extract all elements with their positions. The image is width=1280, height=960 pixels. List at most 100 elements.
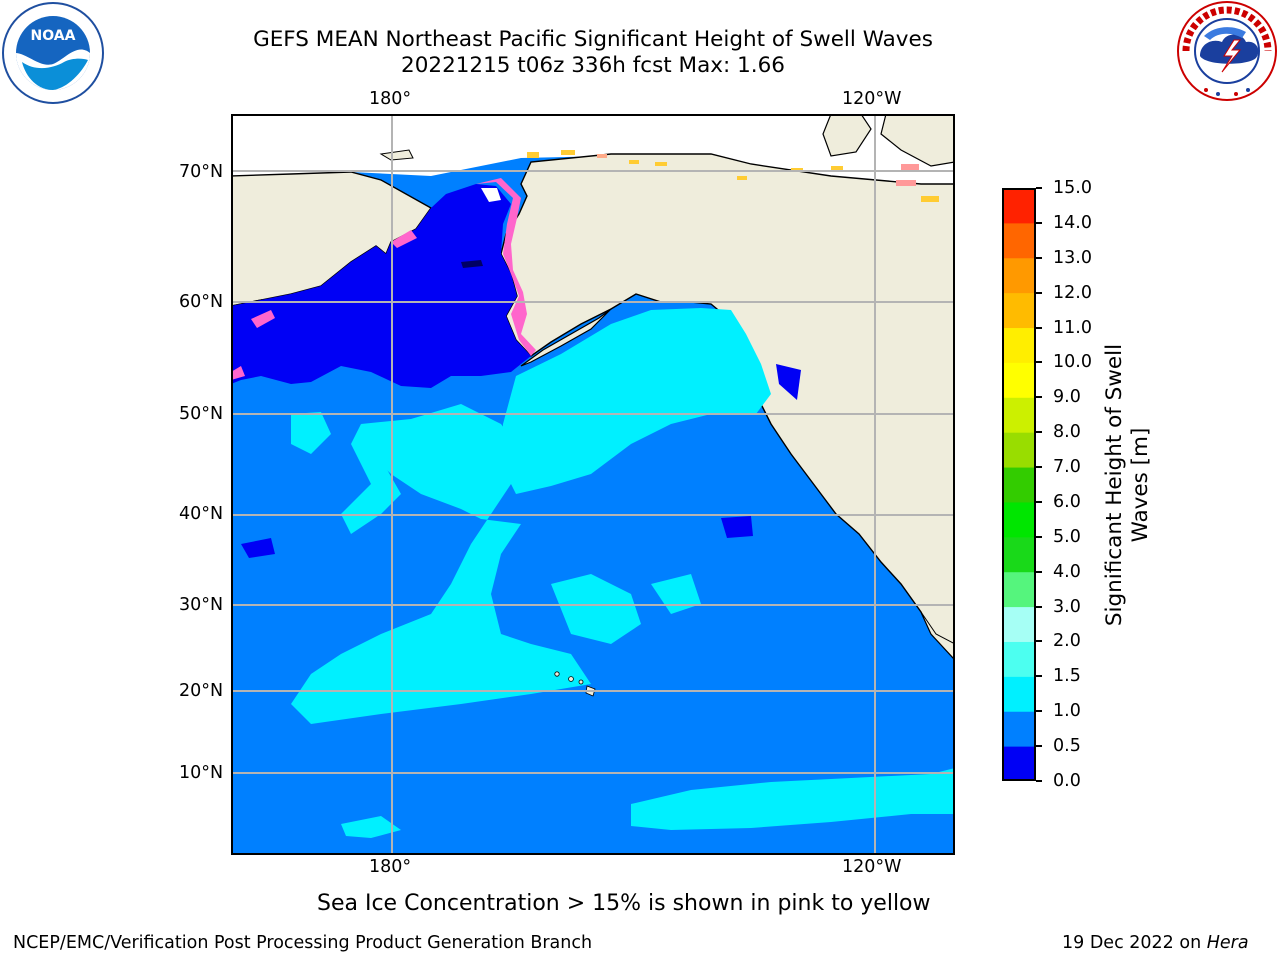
colorbar-segment: [1002, 467, 1036, 503]
colorbar-tick-mark: [1036, 780, 1042, 782]
y-tick-20n: 20°N: [179, 681, 224, 701]
sea-ice-chukotka: [391, 230, 417, 248]
swell-patch-1: [341, 424, 401, 534]
noaa-logo: NOAA: [2, 2, 104, 104]
colorbar-tick-mark: [1036, 745, 1042, 748]
colorbar-tick-label: 12.0: [1053, 282, 1092, 303]
colorbar-tick-label: 3.0: [1053, 596, 1081, 617]
colorbar-segment: [1002, 327, 1036, 363]
low-swell-patch-3: [241, 538, 275, 558]
colorbar-segment: [1002, 536, 1036, 573]
y-tick-10n: 10°N: [179, 763, 224, 783]
colorbar-tick-mark: [1036, 326, 1042, 329]
swell-height-map: [231, 114, 955, 855]
colorbar-tick-mark: [1036, 187, 1042, 189]
colorbar-segment: [1002, 362, 1036, 398]
colorbar-label-line1: Significant Height of Swell: [1102, 343, 1127, 627]
footer-date: 19 Dec 2022 on Hera: [1062, 933, 1249, 953]
footer-branch: NCEP/EMC/Verification Post Processing Pr…: [13, 933, 593, 953]
colorbar-tick-label: 7.0: [1053, 457, 1081, 478]
nws-logo: [1176, 0, 1279, 102]
land-arctic-island-1: [822, 115, 872, 157]
colorbar-tick-mark: [1036, 500, 1042, 503]
colorbar-tick-label: 9.0: [1053, 387, 1081, 408]
colorbar-label-line2: Waves [m]: [1128, 427, 1153, 543]
colorbar-segment: [1002, 641, 1036, 677]
colorbar-tick-label: 15.0: [1053, 178, 1092, 198]
colorbar-segment: [1002, 746, 1036, 782]
land-st-lawrence-island: [461, 260, 483, 268]
colorbar-tick-label: 0.0: [1053, 771, 1081, 791]
x-tick-top-180: 180°: [369, 89, 412, 109]
sea-ice-edge-bering: [476, 178, 536, 356]
map-panel: [231, 114, 955, 855]
colorbar-scale: [1002, 188, 1036, 782]
colorbar: [1002, 188, 1036, 782]
tropical-swell-band: [631, 768, 954, 830]
colorbar-segment: [1002, 676, 1036, 712]
map-graticule: [231, 114, 955, 855]
noaa-logo-text: NOAA: [31, 28, 76, 44]
colorbar-segment: [1002, 397, 1036, 433]
colorbar-tick-mark: [1036, 221, 1042, 224]
noaa-logo-icon: NOAA: [2, 2, 104, 104]
sea-ice-kamchatka: [251, 310, 275, 328]
colorbar-tick-mark: [1036, 466, 1042, 469]
colorbar-tick-label: 10.0: [1053, 352, 1092, 373]
footer-machine: Hera: [1206, 933, 1249, 953]
colorbar-tick-label: 11.0: [1053, 317, 1092, 338]
swell-patch-2: [291, 412, 331, 454]
colorbar-tick-label: 14.0: [1053, 212, 1092, 233]
colorbar-tick-label: 0.5: [1053, 736, 1081, 757]
colorbar-segment: [1002, 501, 1036, 538]
y-tick-30n: 30°N: [179, 595, 224, 615]
y-tick-70n: 70°N: [179, 162, 224, 182]
chart-title: GEFS MEAN Northeast Pacific Significant …: [253, 27, 933, 52]
colorbar-tick-mark: [1036, 570, 1042, 573]
colorbar-tick-label: 4.0: [1053, 561, 1081, 582]
gulf-of-alaska-swell: [501, 308, 771, 494]
sea-ice-west: [232, 366, 245, 380]
colorbar-segment: [1002, 432, 1036, 468]
colorbar-segment: [1002, 188, 1036, 224]
colorbar-tick-label: 1.0: [1053, 701, 1081, 722]
low-swell-patch-2: [776, 364, 801, 400]
land-arctic-island-2: [880, 115, 954, 167]
colorbar-tick-mark: [1036, 710, 1042, 713]
colorbar-tick-label: 1.5: [1053, 666, 1081, 687]
central-pacific-swell: [291, 404, 591, 724]
swell-patch-5: [341, 816, 401, 838]
colorbar-segment: [1002, 222, 1036, 259]
y-tick-60n: 60°N: [179, 292, 224, 312]
low-swell-patch-1: [721, 516, 753, 538]
colorbar-segment: [1002, 257, 1036, 294]
colorbar-tick-mark: [1036, 605, 1042, 608]
colorbar-segment: [1002, 292, 1036, 329]
land-wrangel-island: [379, 149, 414, 161]
land-baja: [920, 611, 954, 660]
x-tick-top-120w: 120°W: [842, 89, 902, 109]
colorbar-frame: [1002, 188, 1036, 781]
colorbar-tick-mark: [1036, 291, 1042, 294]
x-tick-bottom-120w: 120°W: [842, 857, 902, 877]
colorbar-tick-mark: [1036, 431, 1042, 434]
y-tick-40n: 40°N: [179, 504, 224, 524]
colorbar-tick-mark: [1036, 361, 1042, 364]
map-frame: [231, 114, 955, 855]
colorbar-segment: [1002, 711, 1036, 747]
colorbar-segment: [1002, 606, 1036, 642]
colorbar-tick-mark: [1036, 256, 1042, 259]
y-tick-50n: 50°N: [179, 404, 224, 424]
swell-patch-3: [551, 574, 641, 644]
colorbar-tick-label: 13.0: [1053, 247, 1092, 268]
colorbar-tick-mark: [1036, 535, 1042, 538]
colorbar-tick-label: 8.0: [1053, 422, 1081, 443]
colorbar-tick-mark: [1036, 675, 1042, 678]
land-alaska-peninsula: [520, 308, 612, 367]
colorbar-tick-label: 2.0: [1053, 631, 1081, 652]
x-tick-bottom-180: 180°: [369, 857, 412, 877]
footer-date-text: 19 Dec 2022 on: [1062, 933, 1207, 953]
colorbar-tick-label: 6.0: [1053, 491, 1081, 512]
colorbar-tick-mark: [1036, 640, 1042, 643]
sea-ice-note: Sea Ice Concentration > 15% is shown in …: [317, 891, 931, 916]
